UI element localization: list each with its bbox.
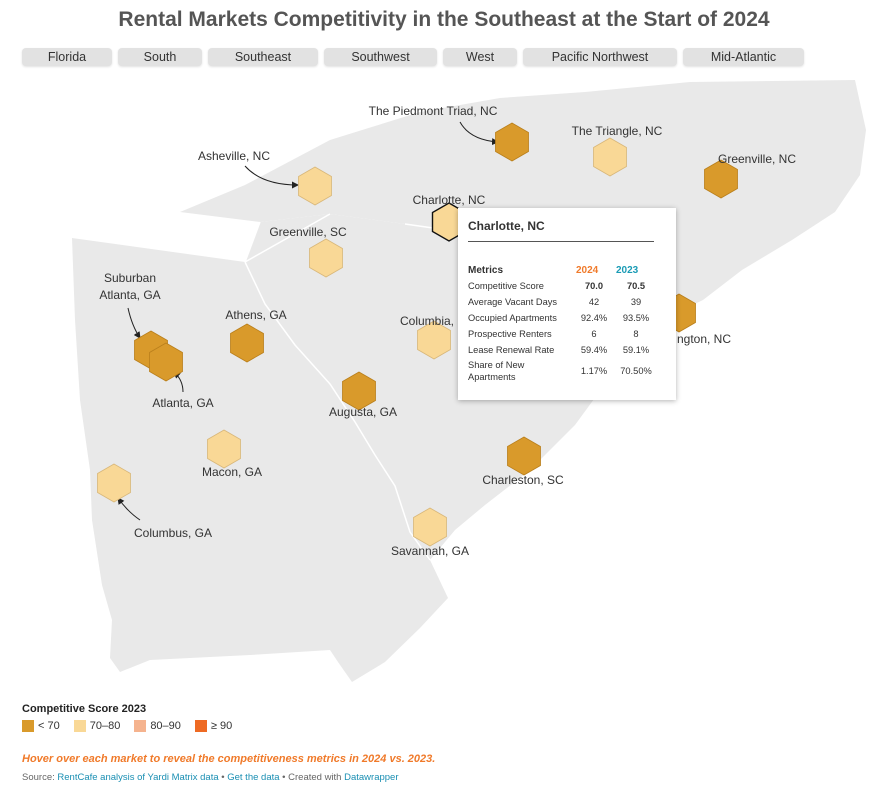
legend-item-70-80: 70–80 (73, 720, 121, 732)
arrow-suburban-atlanta (127, 307, 141, 339)
region-tabs: Florida South Southeast Southwest West P… (22, 48, 804, 66)
tooltip-divider (468, 241, 654, 242)
legend: < 70 70–80 80–90 ≥ 90 (22, 720, 232, 732)
tab-west[interactable]: West (443, 48, 517, 66)
metric-label: Occupied Apartments (468, 313, 557, 323)
label-suburban-atlanta-1: Suburban (104, 271, 156, 285)
tooltip-header-2023: 2023 (616, 264, 639, 276)
market-hexagon[interactable] (413, 507, 447, 547)
market-hexagon[interactable] (207, 429, 241, 469)
market-hexagon[interactable] (230, 323, 264, 363)
legend-label: ≥ 90 (210, 720, 233, 732)
tab-south[interactable]: South (118, 48, 202, 66)
label-savannah: Savannah, GA (391, 544, 469, 558)
source-separator: • Created with (279, 772, 345, 783)
legend-item-ge90: ≥ 90 (194, 720, 233, 732)
metric-2024: 6 (591, 329, 597, 339)
label-charlotte: Charlotte, NC (413, 193, 486, 207)
label-piedmont: The Piedmont Triad, NC (369, 104, 498, 118)
market-hexagon[interactable] (704, 159, 738, 199)
market-hexagon[interactable] (97, 463, 131, 503)
label-columbia: Columbia, (400, 314, 454, 328)
legend-title: Competitive Score 2023 (22, 703, 147, 715)
state-borders (244, 213, 651, 561)
legend-swatch (134, 720, 147, 732)
legend-label: < 70 (38, 720, 60, 732)
tooltip-title: Charlotte, NC (468, 219, 545, 233)
metric-2024: 1.17% (580, 366, 608, 376)
arrow-piedmont (459, 121, 499, 146)
arrow-columbus (117, 497, 141, 521)
source-prefix: Source: (22, 772, 58, 783)
tab-mid-atlantic[interactable]: Mid-Atlantic (683, 48, 804, 66)
source-line: Source: RentCafe analysis of Yardi Matri… (22, 772, 399, 783)
metric-2023: 70.50% (620, 366, 652, 376)
label-athens: Athens, GA (225, 308, 286, 322)
label-greenville-sc: Greenville, SC (269, 225, 347, 239)
metric-label: Share of New Apartments (468, 360, 525, 382)
market-hexagon[interactable] (342, 371, 376, 411)
metric-label: Competitive Score (468, 281, 544, 291)
north-carolina-shape (180, 80, 866, 325)
metric-2023: 93.5% (622, 313, 650, 323)
label-suburban-atlanta-2: Atlanta, GA (99, 288, 160, 302)
southeast-map: The Piedmont Triad, NC The Triangle, NC … (72, 80, 866, 682)
metric-label: Prospective Renters (468, 329, 552, 339)
legend-swatch (194, 720, 207, 732)
metric-2024: 42 (588, 297, 600, 307)
get-the-data-link[interactable]: Get the data (227, 772, 280, 783)
legend-label: 70–80 (89, 720, 121, 732)
label-macon: Macon, GA (202, 465, 262, 479)
metric-2024: 92.4% (580, 313, 608, 323)
datawrapper-link[interactable]: Datawrapper (344, 772, 399, 783)
legend-swatch (73, 720, 86, 732)
metric-2023: 70.5 (626, 281, 646, 291)
arrow-asheville (244, 165, 299, 189)
hover-note: Hover over each market to reveal the com… (22, 753, 436, 765)
source-separator: • (218, 772, 228, 783)
market-hexagon[interactable] (309, 238, 343, 278)
source-analysis-link[interactable]: RentCafe analysis of Yardi Matrix data (57, 772, 219, 783)
label-triangle: The Triangle, NC (572, 124, 663, 138)
tab-southeast[interactable]: Southeast (208, 48, 318, 66)
tooltip-header-metrics: Metrics (468, 264, 504, 276)
market-hexagon[interactable] (495, 122, 529, 162)
label-wilmington: ngton, NC (677, 332, 731, 346)
legend-label: 80–90 (150, 720, 181, 732)
metric-2024: 59.4% (580, 345, 608, 355)
market-hexagon[interactable] (298, 166, 332, 206)
metric-2023: 39 (630, 297, 642, 307)
tab-florida[interactable]: Florida (22, 48, 112, 66)
market-tooltip: Charlotte, NC Metrics 2024 2023 Competit… (458, 208, 676, 400)
market-hexagon[interactable] (417, 320, 451, 360)
legend-item-lt70: < 70 (22, 720, 60, 732)
tooltip-header-2024: 2024 (576, 264, 599, 276)
tooltip-metrics-table: Metrics 2024 2023 Competitive Score 70.0… (466, 262, 658, 384)
chart-title: Rental Markets Competitivity in the Sout… (118, 8, 770, 31)
metric-label: Lease Renewal Rate (468, 345, 555, 355)
label-augusta: Augusta, GA (329, 405, 397, 419)
tab-southwest[interactable]: Southwest (324, 48, 437, 66)
label-atlanta: Atlanta, GA (152, 396, 213, 410)
metric-2024: 70.0 (584, 281, 604, 291)
metric-2023: 59.1% (622, 345, 650, 355)
legend-item-80-90: 80–90 (134, 720, 181, 732)
legend-swatch (22, 720, 34, 732)
label-columbus: Columbus, GA (134, 526, 212, 540)
label-charleston: Charleston, SC (482, 473, 564, 487)
metric-label: Average Vacant Days (468, 297, 558, 307)
label-greenville-nc: Greenville, NC (718, 152, 796, 166)
market-hexagons (97, 122, 738, 547)
market-hexagon[interactable] (149, 342, 183, 382)
market-hexagon[interactable] (507, 436, 541, 476)
label-asheville: Asheville, NC (198, 149, 270, 163)
metric-2023: 8 (633, 329, 639, 339)
market-hexagon[interactable] (593, 137, 627, 177)
tab-pacific-northwest[interactable]: Pacific Northwest (523, 48, 677, 66)
